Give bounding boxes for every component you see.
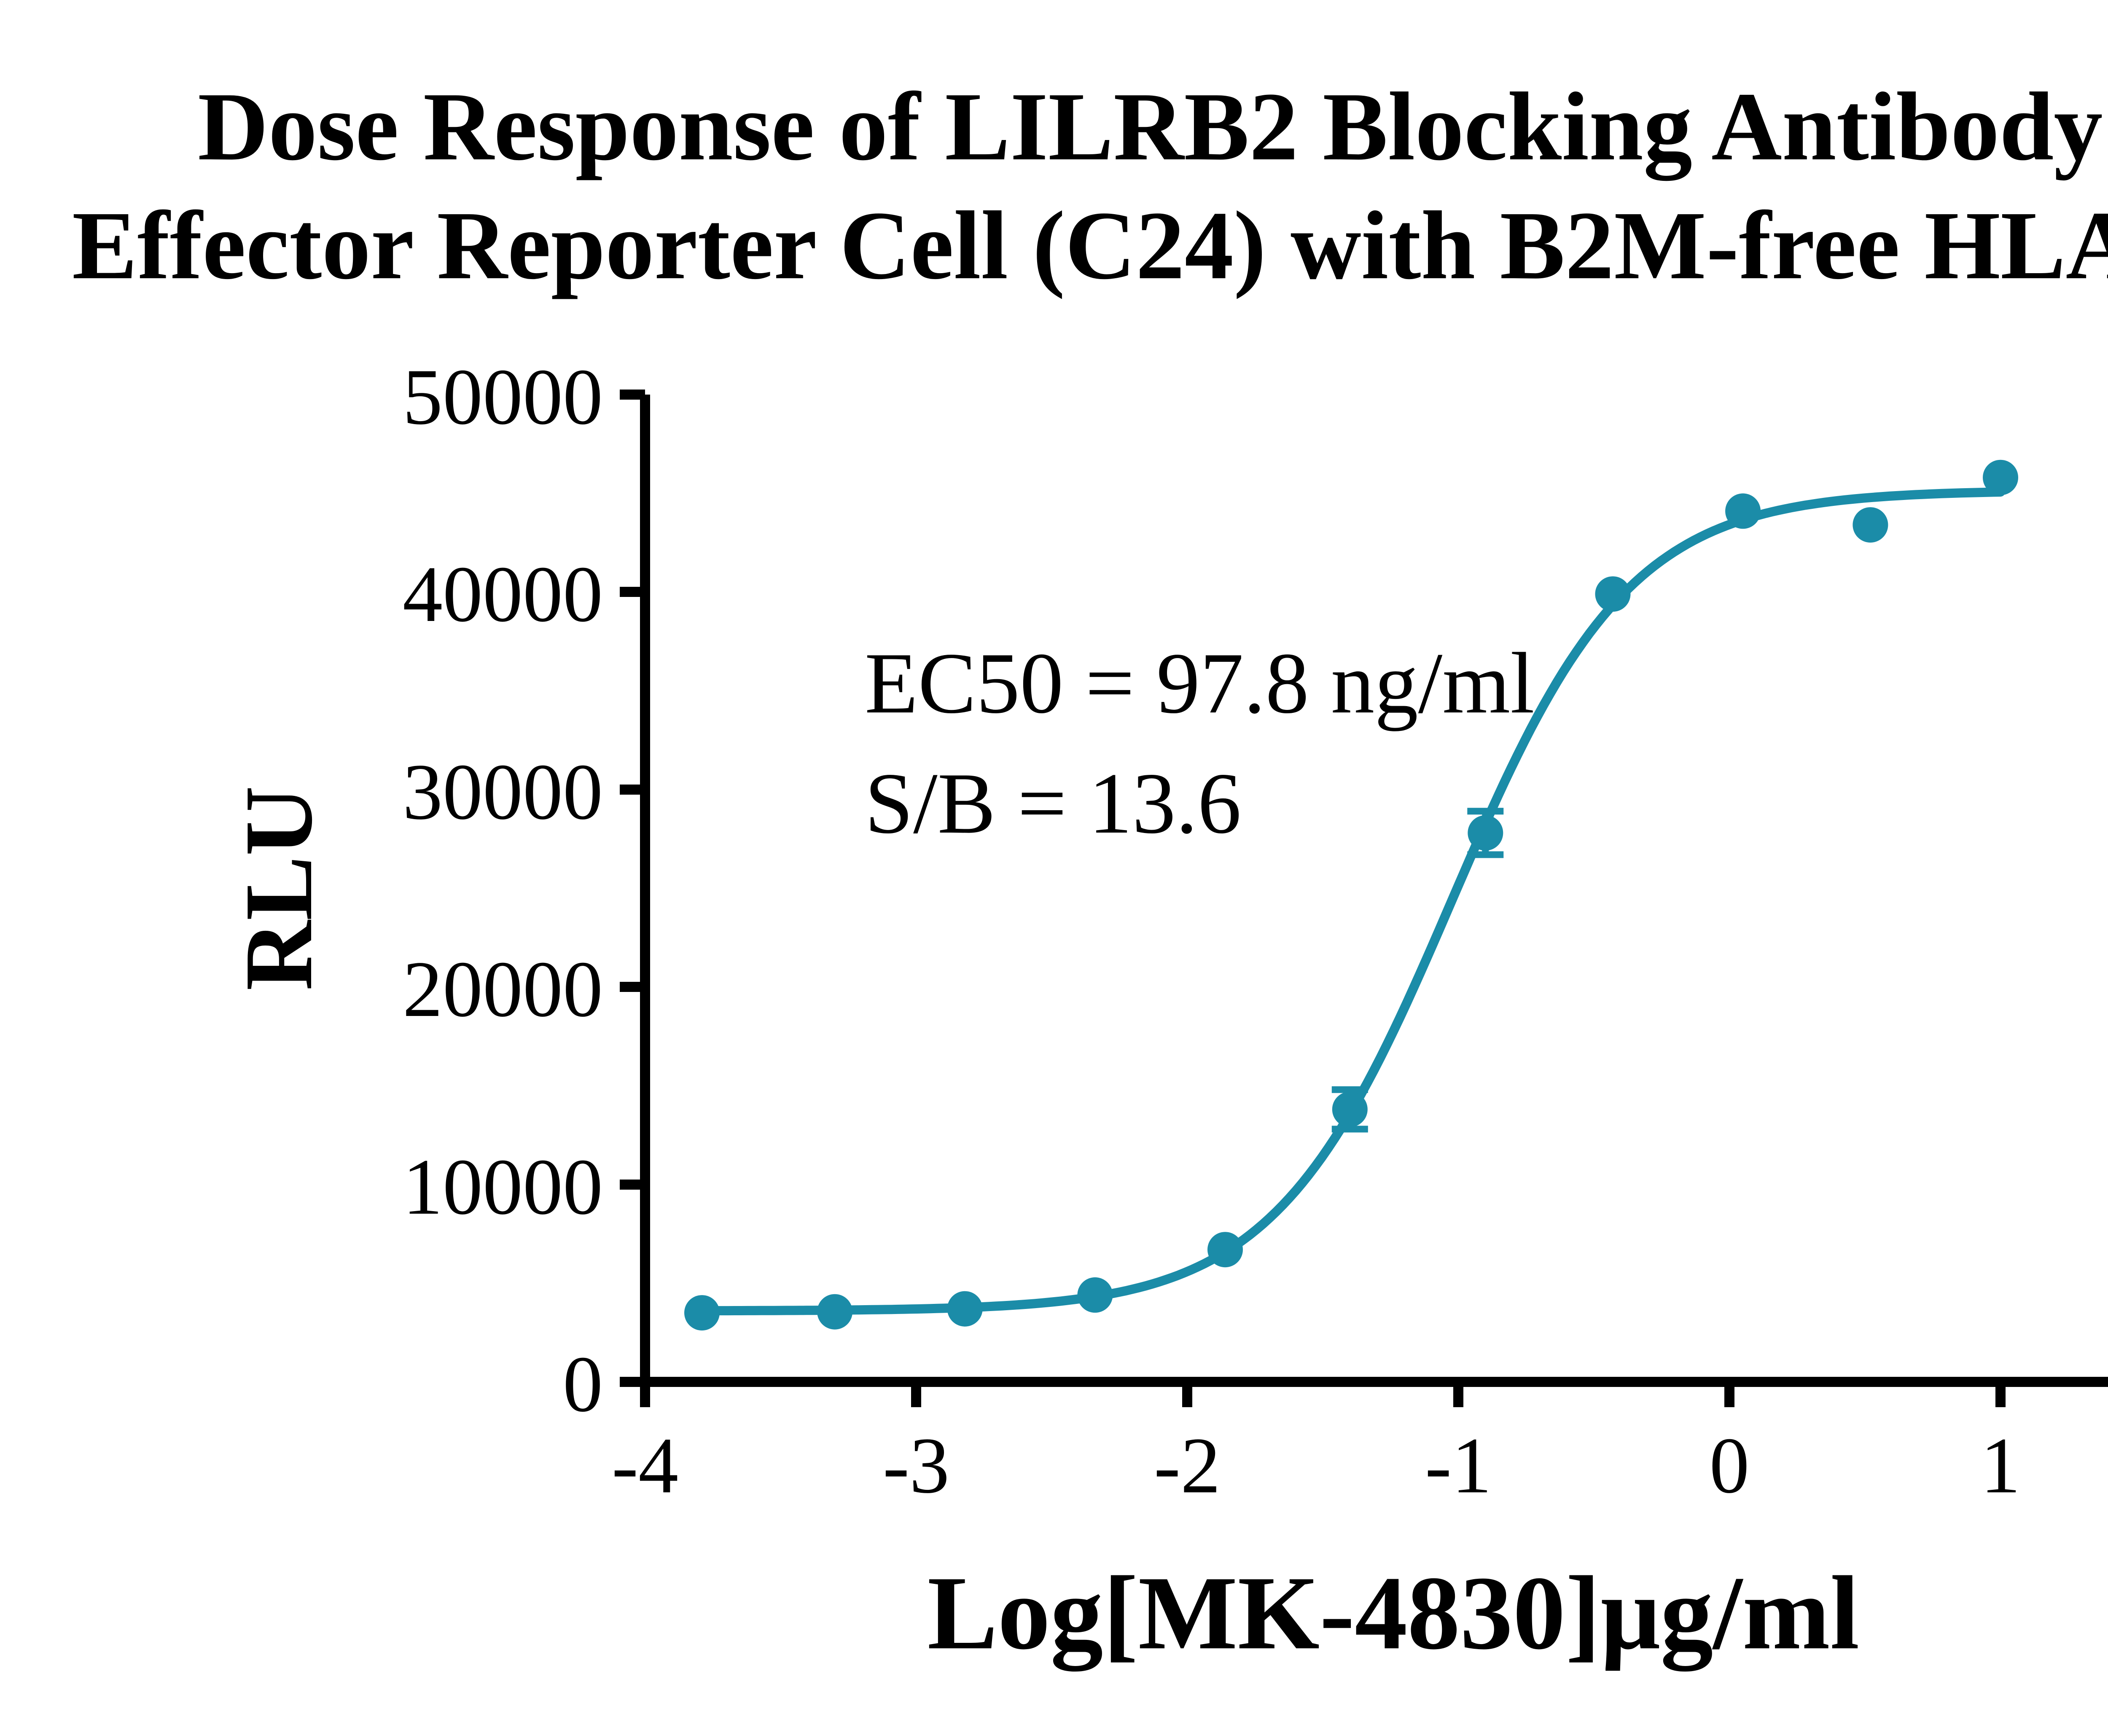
svg-text:0: 0 [563, 1340, 603, 1429]
svg-text:10000: 10000 [403, 1143, 603, 1231]
svg-text:EC50 = 97.8 ng/ml: EC50 = 97.8 ng/ml [865, 635, 1535, 731]
svg-text:-3: -3 [883, 1422, 949, 1510]
svg-text:Log[MK-4830]μg/ml: Log[MK-4830]μg/ml [928, 1555, 1860, 1672]
svg-text:-4: -4 [612, 1422, 678, 1510]
svg-text:-1: -1 [1425, 1422, 1492, 1510]
svg-text:RLU: RLU [225, 786, 332, 991]
svg-text:30000: 30000 [403, 748, 603, 836]
svg-text:0: 0 [1710, 1422, 1750, 1510]
svg-text:50000: 50000 [403, 353, 603, 441]
svg-text:20000: 20000 [403, 945, 603, 1034]
svg-text:1: 1 [1981, 1422, 2021, 1510]
svg-text:S/B = 13.6: S/B = 13.6 [865, 755, 1241, 852]
svg-text:-2: -2 [1154, 1422, 1221, 1510]
svg-text:40000: 40000 [403, 550, 603, 639]
